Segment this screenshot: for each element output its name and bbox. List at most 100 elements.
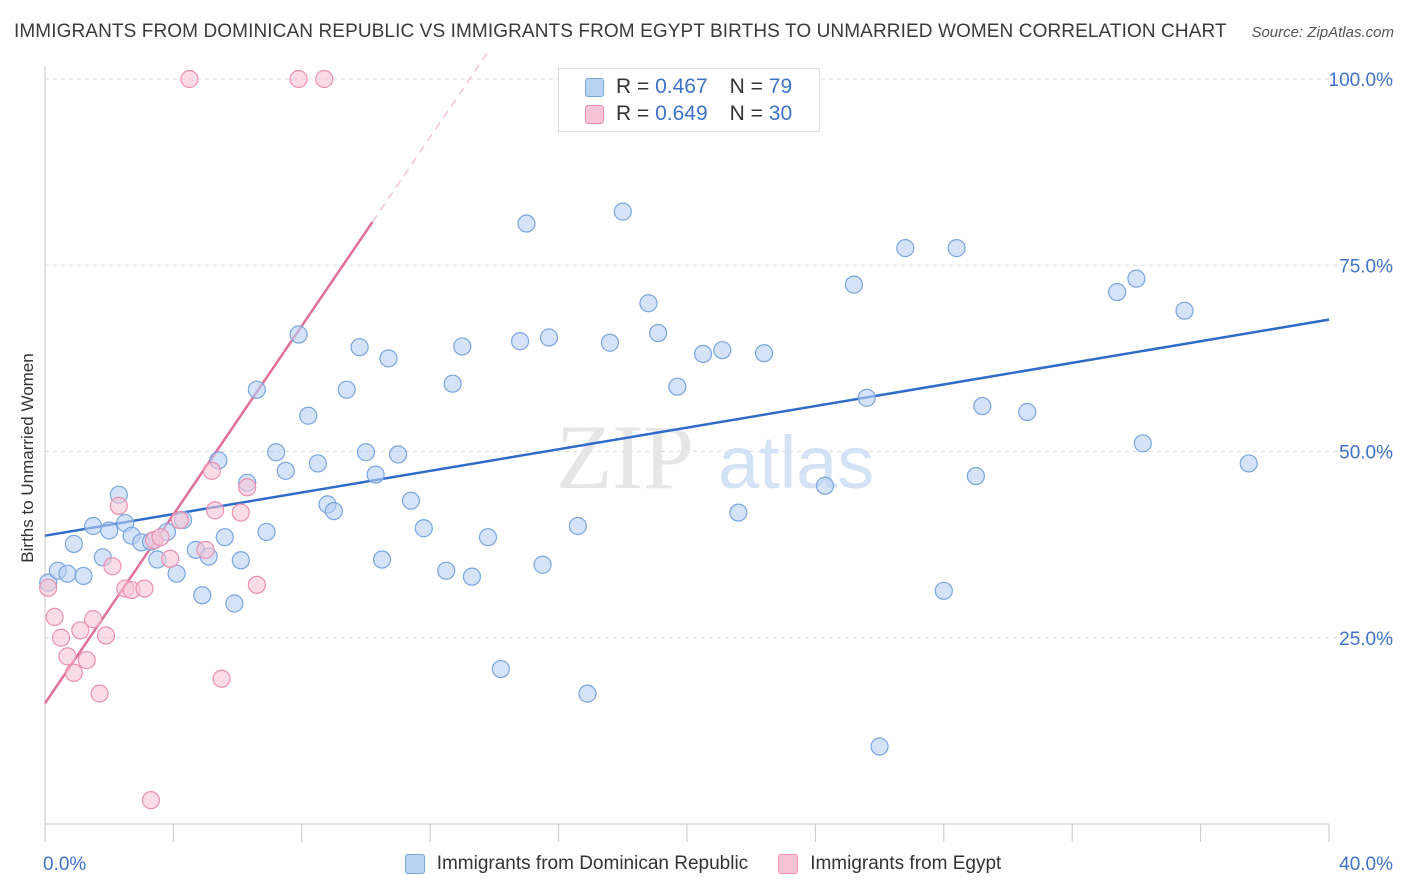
data-point bbox=[58, 647, 77, 666]
data-point bbox=[815, 476, 835, 495]
data-point bbox=[180, 69, 199, 89]
data-point bbox=[84, 610, 103, 629]
legend-swatch-pink bbox=[778, 854, 799, 874]
y-tick-label: 75.0% bbox=[1339, 256, 1393, 277]
data-point bbox=[356, 443, 376, 462]
data-point bbox=[77, 650, 96, 670]
data-point bbox=[231, 503, 250, 522]
data-point bbox=[934, 581, 953, 600]
data-point bbox=[289, 325, 308, 344]
legend-label: Immigrants from Dominican Republic bbox=[436, 853, 749, 874]
data-point bbox=[754, 344, 774, 363]
chart-title: IMMIGRANTS FROM DOMINICAN REPUBLIC VS IM… bbox=[14, 21, 1227, 42]
data-point bbox=[510, 332, 530, 351]
data-point bbox=[225, 594, 244, 613]
data-point bbox=[39, 578, 58, 597]
legend-item-egypt[interactable]: Immigrants from Egypt bbox=[778, 850, 1001, 878]
n-label: N = bbox=[729, 75, 763, 98]
data-point bbox=[96, 626, 116, 645]
data-point bbox=[896, 239, 915, 258]
data-point bbox=[74, 566, 93, 586]
data-point bbox=[212, 669, 231, 688]
data-point bbox=[337, 380, 356, 399]
data-point bbox=[1239, 454, 1258, 473]
data-point bbox=[215, 528, 234, 547]
x-tick-label: 40.0% bbox=[1339, 854, 1393, 875]
data-point bbox=[478, 528, 498, 547]
n-value: 79 bbox=[768, 75, 793, 98]
data-point bbox=[366, 465, 385, 484]
data-point bbox=[491, 659, 510, 679]
swatch-pink bbox=[585, 104, 604, 124]
data-point bbox=[206, 501, 225, 520]
y-tick-label: 100.0% bbox=[1329, 70, 1394, 91]
series-dominican-republic bbox=[39, 202, 1258, 756]
stats-legend: R = 0.467 N = 79 R = 0.649 N = 30 bbox=[558, 68, 820, 132]
series-egypt bbox=[39, 69, 334, 810]
data-point bbox=[103, 557, 122, 576]
data-point bbox=[1133, 434, 1152, 453]
data-point bbox=[1018, 402, 1037, 422]
data-point bbox=[202, 461, 222, 480]
data-point bbox=[401, 491, 421, 510]
data-point bbox=[693, 344, 713, 364]
data-point bbox=[639, 294, 658, 313]
y-tick-label: 25.0% bbox=[1339, 629, 1393, 650]
series-legend: Immigrants from Dominican Republic Immig… bbox=[0, 850, 1406, 878]
data-point bbox=[1108, 282, 1127, 302]
n-label: N = bbox=[729, 102, 763, 125]
data-point bbox=[64, 663, 83, 682]
swatch-blue bbox=[585, 77, 604, 97]
data-point bbox=[437, 561, 456, 580]
y-axis-title: Births to Unmarried Women bbox=[18, 353, 37, 562]
data-point bbox=[533, 555, 552, 574]
data-point bbox=[578, 684, 597, 703]
r-label: R = bbox=[616, 102, 650, 125]
data-point bbox=[1175, 301, 1194, 320]
data-point bbox=[276, 461, 295, 480]
data-point bbox=[51, 628, 71, 647]
data-point bbox=[135, 579, 154, 598]
data-point bbox=[58, 564, 77, 583]
data-point bbox=[350, 338, 369, 357]
data-point bbox=[1127, 269, 1146, 288]
axes bbox=[44, 66, 1330, 842]
data-point bbox=[539, 328, 559, 347]
data-point bbox=[315, 69, 334, 89]
stats-row-egypt: R = 0.649 N = 30 bbox=[585, 101, 792, 127]
data-point bbox=[257, 522, 276, 542]
data-point bbox=[613, 202, 632, 221]
r-value: 0.649 bbox=[655, 102, 708, 125]
trend-line-dominican-republic bbox=[44, 318, 1330, 537]
data-point bbox=[668, 377, 687, 396]
data-point bbox=[568, 516, 587, 536]
data-point bbox=[238, 478, 257, 497]
data-point bbox=[109, 496, 128, 515]
data-point bbox=[379, 349, 398, 368]
data-point bbox=[299, 406, 318, 425]
data-point bbox=[462, 567, 482, 586]
data-point bbox=[100, 521, 119, 540]
tick-labels: 25.0% 50.0% 75.0% 100.0% 0.0% 40.0% bbox=[43, 70, 1393, 875]
data-point bbox=[443, 374, 462, 393]
data-point bbox=[45, 607, 64, 626]
data-point bbox=[729, 503, 748, 522]
x-tick-label: 0.0% bbox=[43, 854, 86, 875]
data-point bbox=[372, 550, 392, 569]
data-point bbox=[947, 239, 966, 258]
data-point bbox=[870, 737, 889, 756]
data-point bbox=[857, 388, 876, 407]
data-point bbox=[141, 791, 161, 810]
data-point bbox=[844, 275, 864, 294]
watermark: ZIP atlas bbox=[556, 406, 874, 508]
data-point bbox=[324, 502, 343, 521]
data-point bbox=[973, 396, 992, 416]
data-point bbox=[414, 519, 433, 538]
legend-item-dominican-republic[interactable]: Immigrants from Dominican Republic bbox=[404, 850, 749, 878]
data-point bbox=[247, 380, 266, 399]
data-point bbox=[196, 540, 215, 559]
stats-row-dominican-republic: R = 0.467 N = 79 bbox=[585, 74, 792, 100]
data-point bbox=[71, 621, 90, 640]
y-tick-label: 50.0% bbox=[1339, 443, 1393, 464]
legend-swatch-blue bbox=[404, 854, 425, 874]
